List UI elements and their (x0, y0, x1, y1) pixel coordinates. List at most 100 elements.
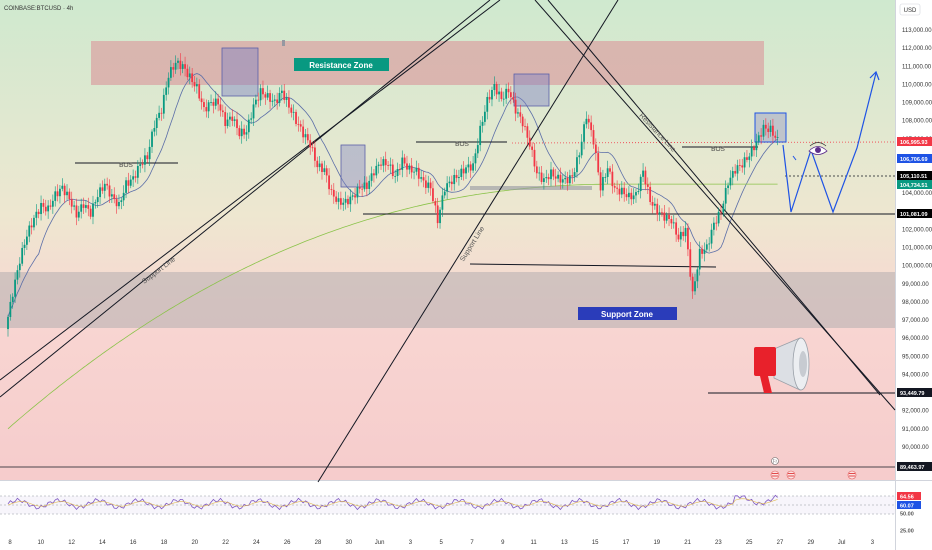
candle-body (483, 111, 486, 122)
currency-button[interactable] (899, 3, 921, 16)
price-label-4: 101,081.09 (900, 212, 928, 218)
candle-body (101, 187, 104, 191)
candle-body (254, 99, 257, 105)
candle-body (11, 296, 14, 302)
candle-body (70, 198, 73, 207)
candle-body (616, 187, 619, 189)
candle-body (424, 180, 427, 188)
candle-body (370, 173, 373, 181)
candle-body (314, 147, 316, 161)
candle-body (576, 157, 578, 173)
candle-body (401, 157, 404, 170)
price-label-1: 106,706.69 (900, 157, 928, 163)
price-tick-0: 113,000.00 (902, 28, 932, 34)
event-icon-us-1 (770, 470, 780, 480)
low-line[interactable] (469, 263, 717, 268)
candle-body (302, 126, 305, 138)
svg-text:⚐: ⚐ (772, 459, 777, 466)
candle-body (9, 301, 12, 317)
time-tick-11: 30 (345, 540, 352, 546)
candle-body (639, 176, 642, 192)
candle-body (507, 88, 510, 93)
bos-label-3: BOS (711, 146, 725, 153)
candle-body (734, 171, 737, 174)
candles (7, 53, 779, 337)
support-line-1[interactable] (0, 0, 501, 381)
time-tick-26: 29 (807, 540, 814, 546)
candle-body (217, 98, 220, 105)
rsi-label-tag (897, 501, 921, 509)
candle-body (49, 205, 52, 207)
time-tick-8: 24 (253, 540, 260, 546)
candle-body (677, 234, 680, 240)
candle-body (750, 147, 753, 157)
candle-body (14, 279, 16, 297)
support-zone[interactable] (0, 272, 895, 328)
candle-body (177, 60, 179, 63)
price-tick-3: 110,000.00 (902, 82, 932, 88)
candle-body (68, 191, 71, 199)
time-tick-0: 8 (8, 540, 12, 546)
rsi-tick-1: 60.07 (900, 504, 914, 510)
candle-body (373, 173, 375, 176)
candle-body (764, 124, 767, 129)
rsi-pane-bg (0, 481, 895, 533)
candle-body (363, 182, 366, 190)
candle-body (174, 62, 177, 70)
candle-body (738, 165, 741, 166)
support-line-3[interactable] (317, 0, 619, 483)
candle-body (54, 191, 57, 201)
candle-body (205, 107, 208, 112)
candle-body (535, 166, 538, 174)
price-label-tag (897, 137, 932, 146)
price-label-3: 104,734.51 (900, 183, 928, 189)
candle-body (524, 126, 526, 128)
price-label-tag (897, 209, 932, 218)
candle-body (486, 96, 489, 112)
candle-body (382, 159, 385, 166)
candle-body (462, 168, 465, 174)
candle-body (557, 174, 559, 179)
resistance-line-2[interactable] (547, 0, 881, 396)
candle-body (514, 99, 517, 114)
candle-body (448, 181, 451, 184)
price-tick-18: 95,000.00 (902, 354, 929, 360)
candle-body (743, 157, 746, 168)
projection-path[interactable] (782, 72, 877, 214)
time-tick-2: 12 (68, 540, 75, 546)
candle-body (354, 195, 356, 198)
price-tick-22: 91,000.00 (902, 427, 929, 433)
candle-body (517, 112, 519, 114)
candle-body (120, 200, 123, 202)
candle-body (703, 249, 706, 254)
candle-body (134, 176, 137, 178)
time-tick-19: 15 (592, 540, 599, 546)
candle-body (432, 188, 434, 202)
candle-body (280, 90, 283, 93)
candle-body (226, 119, 229, 127)
support-line-2[interactable] (0, 0, 491, 398)
candle-body (351, 195, 354, 197)
candle-body (753, 147, 755, 151)
candle-body (564, 177, 567, 180)
candle-body (679, 231, 682, 240)
candle-body (394, 175, 397, 177)
candle-body (210, 102, 212, 103)
candle-body (80, 204, 83, 212)
price-tick-5: 108,000.00 (902, 119, 932, 125)
candle-body (144, 155, 146, 165)
price-label-tag (897, 171, 932, 180)
candle-body (500, 91, 503, 100)
megaphone-icon (754, 337, 810, 393)
candle-body (339, 198, 342, 205)
candle-body (30, 225, 33, 228)
time-tick-21: 19 (653, 540, 660, 546)
candle-body (127, 180, 130, 186)
drag-handle[interactable] (282, 40, 285, 46)
candle-body (474, 153, 477, 164)
resistance-zone-tag (294, 58, 389, 71)
candle-body (469, 164, 472, 171)
candle-body (240, 128, 243, 137)
candle-body (741, 165, 744, 168)
